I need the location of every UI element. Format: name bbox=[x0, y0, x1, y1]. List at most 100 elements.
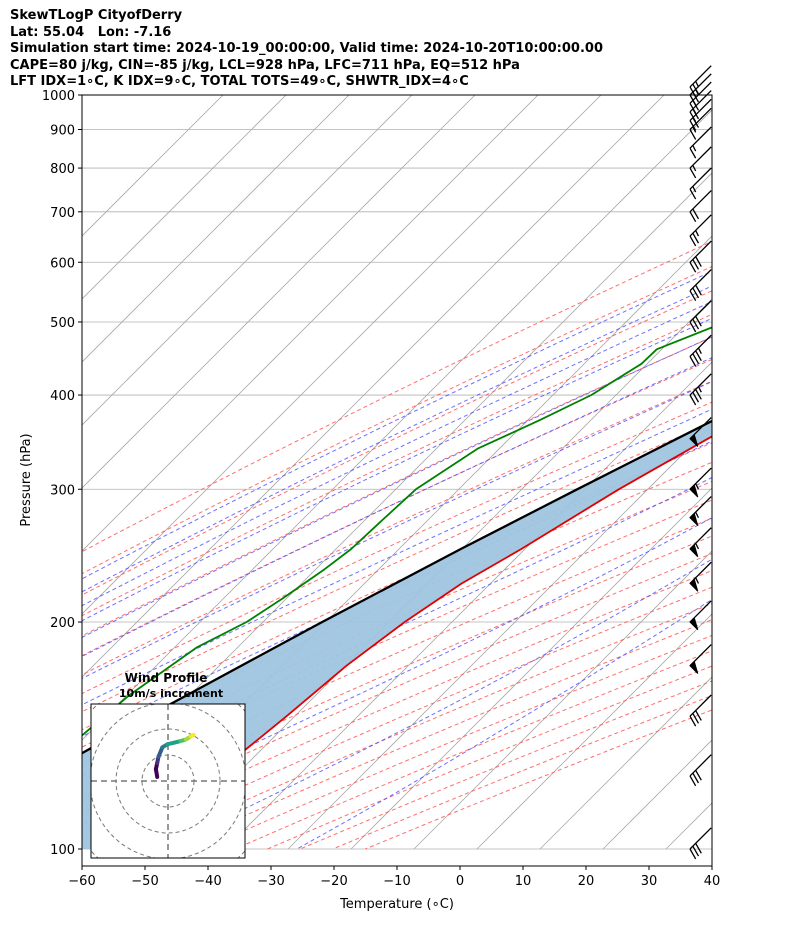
barb-staff bbox=[689, 126, 712, 149]
barb-half bbox=[695, 543, 700, 550]
barb-half bbox=[692, 145, 697, 152]
temperature-line bbox=[121, 435, 712, 850]
y-tick-label: 800 bbox=[50, 162, 75, 177]
y-tick-label: 600 bbox=[50, 256, 75, 271]
wind-barb bbox=[689, 600, 712, 631]
wind-barb bbox=[689, 561, 712, 592]
barb-full bbox=[689, 129, 697, 140]
barb-flag bbox=[689, 660, 699, 674]
x-tick-label: −20 bbox=[320, 874, 347, 889]
barb-half bbox=[695, 577, 700, 584]
barb-full bbox=[695, 350, 702, 362]
barb-staff bbox=[689, 373, 712, 396]
barb-full bbox=[689, 111, 697, 123]
isotherm-line bbox=[82, 95, 665, 678]
dry-adiabat bbox=[82, 265, 712, 575]
barb-flag bbox=[689, 433, 699, 447]
y-tick-label: 500 bbox=[50, 316, 75, 331]
moist-adiabat bbox=[82, 336, 712, 638]
x-tick-label: 30 bbox=[641, 874, 658, 889]
wind-barb bbox=[689, 827, 712, 860]
barb-staff bbox=[689, 81, 712, 104]
moist-adiabat bbox=[82, 285, 712, 593]
barb-full bbox=[689, 147, 697, 159]
wind-barb bbox=[689, 146, 712, 179]
parcel-line bbox=[82, 419, 712, 755]
x-tick-label: −40 bbox=[194, 874, 221, 889]
barb-staff bbox=[689, 754, 712, 777]
wind-barb bbox=[689, 214, 712, 247]
hodograph-frame bbox=[90, 703, 246, 859]
barb-full bbox=[695, 769, 702, 781]
inset-title: Wind Profile bbox=[125, 671, 208, 685]
title-line: SkewTLogP CityofDerry bbox=[10, 8, 183, 23]
barb-staff bbox=[689, 190, 712, 213]
wind-barb bbox=[689, 334, 712, 367]
wind-barb bbox=[689, 527, 712, 558]
barb-staff bbox=[689, 694, 712, 717]
isotherm-line bbox=[82, 95, 602, 615]
barb-full bbox=[689, 775, 697, 787]
barb-full bbox=[689, 211, 697, 223]
x-axis-label: Temperature (∘C) bbox=[339, 897, 454, 912]
barb-full bbox=[695, 843, 702, 854]
location-line: Lat: 55.04 Lon: -7.16 bbox=[10, 24, 172, 40]
x-tick-label: 0 bbox=[456, 874, 464, 889]
moist-adiabat bbox=[82, 270, 712, 580]
wind-barb bbox=[689, 417, 712, 447]
wind-barbs bbox=[689, 65, 712, 860]
profile-layer bbox=[82, 326, 712, 850]
y-axis-label: Pressure (hPa) bbox=[19, 433, 34, 526]
time-line: Simulation start time: 2024-10-19_00:00:… bbox=[10, 41, 603, 57]
y-tick-label: 200 bbox=[50, 616, 75, 631]
x-tick-label: 40 bbox=[704, 874, 721, 889]
barb-flag bbox=[689, 578, 699, 592]
wind-barb bbox=[689, 167, 712, 200]
barb-staff bbox=[689, 167, 712, 190]
barb-full bbox=[689, 356, 697, 367]
barb-full bbox=[689, 715, 697, 727]
barb-full bbox=[695, 315, 702, 327]
moist-adiabat bbox=[82, 408, 712, 706]
barb-half bbox=[692, 126, 697, 133]
barb-staff bbox=[689, 269, 712, 292]
barb-half bbox=[695, 230, 700, 237]
barb-staff bbox=[689, 146, 712, 169]
barb-full bbox=[689, 120, 697, 131]
barb-staff bbox=[689, 334, 712, 357]
dry-adiabat bbox=[82, 380, 712, 676]
barb-full bbox=[692, 259, 700, 270]
moist-adiabat bbox=[82, 517, 712, 826]
isotherm-line bbox=[350, 487, 712, 850]
wind-barb bbox=[689, 496, 712, 526]
barb-flag bbox=[689, 543, 699, 558]
dry-adiabat bbox=[82, 358, 712, 657]
dewpoint-line bbox=[82, 326, 712, 737]
y-tick-label: 1000 bbox=[42, 89, 75, 104]
barb-staff bbox=[689, 65, 712, 88]
barb-full bbox=[695, 389, 702, 400]
mixing-ratio-line bbox=[772, 79, 794, 262]
barb-full bbox=[689, 167, 697, 179]
barb-half bbox=[692, 186, 697, 193]
y-tick-label: 100 bbox=[50, 843, 75, 858]
barb-flag bbox=[689, 512, 699, 526]
barb-full bbox=[692, 391, 700, 403]
barb-full bbox=[689, 102, 697, 114]
barb-full bbox=[689, 94, 697, 106]
barb-full bbox=[689, 394, 697, 406]
barb-full bbox=[692, 83, 700, 95]
barb-full bbox=[692, 287, 700, 299]
barb-full bbox=[689, 235, 697, 247]
isotherm-line bbox=[82, 95, 413, 426]
wind-barb bbox=[689, 373, 712, 406]
barb-full bbox=[689, 290, 697, 301]
x-tick-label: 10 bbox=[515, 874, 532, 889]
cape-line: CAPE=80 j/kg, CIN=-85 j/kg, LCL=928 hPa,… bbox=[10, 57, 520, 73]
barb-full bbox=[692, 318, 700, 330]
hodograph-inset: Wind Profile 10m/s increment bbox=[90, 671, 246, 859]
barb-full bbox=[692, 353, 700, 364]
wind-barb bbox=[689, 754, 712, 787]
y-tick-label: 900 bbox=[50, 124, 75, 139]
barb-full bbox=[695, 284, 702, 296]
